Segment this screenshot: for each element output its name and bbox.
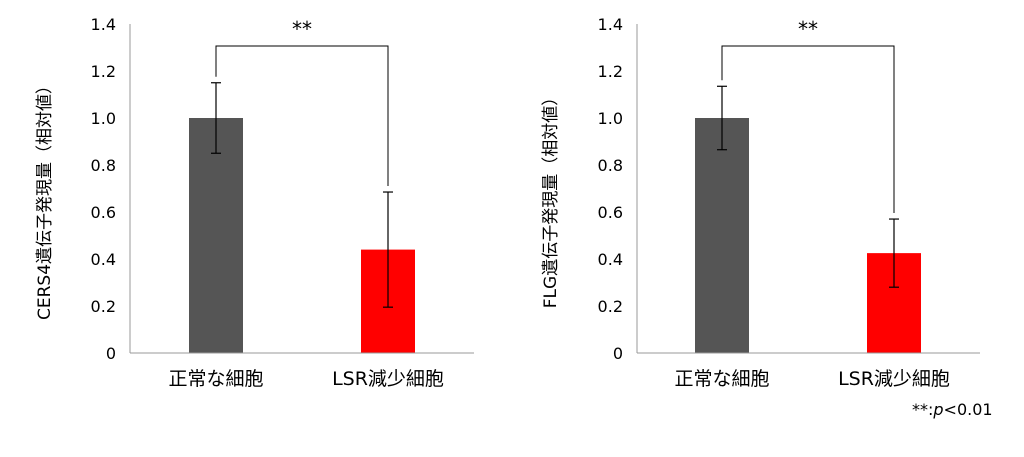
chart-flg: 0 0.2 0.4 0.6 0.8 1.0 1.2 1.4 FLG遺伝子発現量（相対値） 正常な細…: [541, 15, 980, 390]
y-tick-label: 1.0: [598, 109, 623, 128]
y-axis-label: FLG遺伝子発現量（相対値）: [541, 89, 561, 308]
y-axis-label: CERS4遺伝子発現量（相対値）: [35, 77, 55, 320]
footnote-p: p: [933, 400, 944, 419]
y-tick-label: 1.2: [91, 62, 116, 81]
y-tick-label: 0.6: [598, 203, 623, 222]
y-tick-label: 1.0: [91, 109, 116, 128]
y-tick-label: 0: [106, 344, 116, 363]
y-tick-label: 1.4: [598, 15, 623, 34]
footnote-threshold: <0.01: [943, 400, 993, 419]
y-tick-label: 0: [613, 344, 623, 363]
chart-cers4: 0 0.2 0.4 0.6 0.8 1.0 1.2 1.4 CERS4遺伝子発現量（相対値） 正常…: [35, 15, 474, 390]
bar: [695, 118, 749, 353]
category-label: 正常な細胞: [674, 368, 769, 390]
category-label: LSR減少細胞: [332, 368, 444, 390]
y-tick-label: 0.8: [598, 156, 623, 175]
y-tick-label: 1.2: [598, 62, 623, 81]
significance-bracket: [215, 45, 389, 187]
y-tick-label: 0.4: [598, 250, 623, 269]
y-tick-label: 0.2: [91, 297, 116, 316]
y-tick-label: 0.2: [598, 297, 623, 316]
bar: [189, 118, 243, 353]
significance-label: **: [292, 17, 312, 41]
significance-bracket: [721, 45, 895, 214]
y-tick-label: 0.4: [91, 250, 116, 269]
significance-label: **: [798, 17, 818, 41]
y-tick-label: 1.4: [91, 15, 116, 34]
y-tick-label: 0.6: [91, 203, 116, 222]
significance-footnote: **:p<0.01: [912, 400, 993, 419]
category-label: LSR減少細胞: [838, 368, 950, 390]
y-tick-label: 0.8: [91, 156, 116, 175]
category-label: 正常な細胞: [168, 368, 263, 390]
footnote-stars: **:: [912, 400, 934, 419]
